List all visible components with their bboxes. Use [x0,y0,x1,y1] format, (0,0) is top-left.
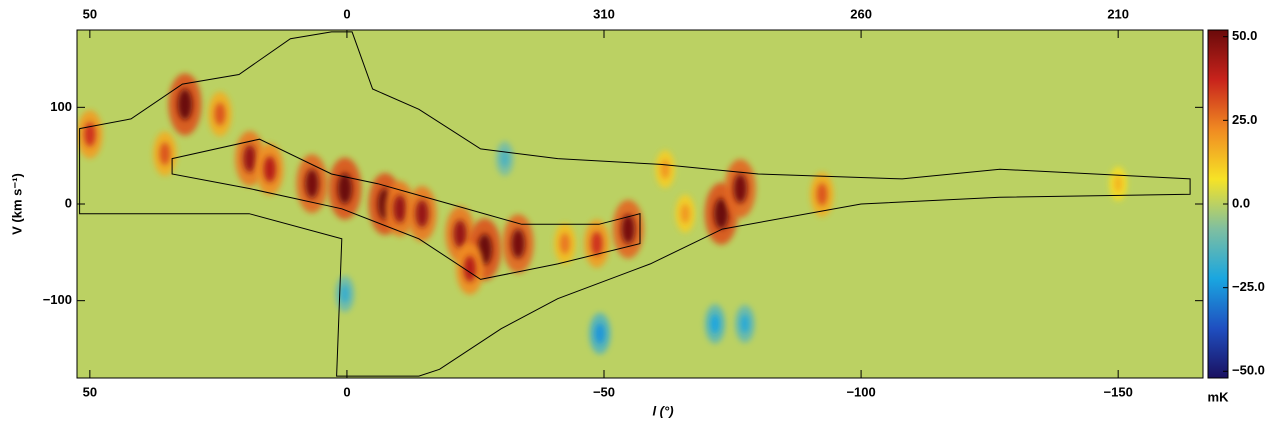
source [660,159,670,179]
y-tick-label: −100 [43,292,72,307]
source [621,214,636,244]
source [263,156,276,183]
background [77,30,1203,378]
y-axis-label: V (km s⁻¹) [9,173,24,235]
colorbar-tick-label: 0.0 [1232,195,1250,210]
source [511,228,525,259]
source [463,255,476,282]
x-axis-label: l (°) [652,403,673,418]
contour [171,138,641,280]
x-tick-label: 0 [343,384,350,399]
colorbar-tick-label: −25.0 [1232,279,1265,294]
source [337,173,353,205]
source [214,102,226,126]
source [177,88,193,120]
top-x-tick-label: 260 [850,6,872,21]
source [159,142,171,165]
source [816,183,828,206]
plot-area [77,30,1203,378]
top-x-tick-label: 50 [83,6,97,21]
source [733,173,748,204]
source [453,220,467,248]
source [340,284,350,304]
top-x-tick-label: 0 [343,6,350,21]
source [591,231,603,256]
top-x-tick-label: 310 [593,6,615,21]
source [415,199,429,228]
source [84,122,96,147]
source [740,314,750,334]
source [243,144,257,173]
y-tick-label: 0 [65,195,72,210]
source [680,204,690,224]
source [305,169,319,199]
x-tick-label: −100 [846,384,875,399]
source [560,233,570,254]
y-tick-label: 100 [50,99,72,114]
colorbar-tick-label: −50.0 [1232,363,1265,378]
top-x-tick-label: 210 [1107,6,1129,21]
source [500,149,509,168]
x-tick-label: 50 [83,384,97,399]
source [594,323,605,344]
x-tick-label: −50 [593,384,615,399]
source [710,314,720,334]
source [1114,175,1123,193]
source [393,195,407,223]
source [714,198,729,230]
contour [79,31,1191,377]
colorbar-label: mK [1208,389,1230,404]
colorbar-tick-label: 50.0 [1232,28,1257,43]
x-tick-label: −150 [1104,384,1133,399]
colorbar-tick-label: 25.0 [1232,112,1257,127]
